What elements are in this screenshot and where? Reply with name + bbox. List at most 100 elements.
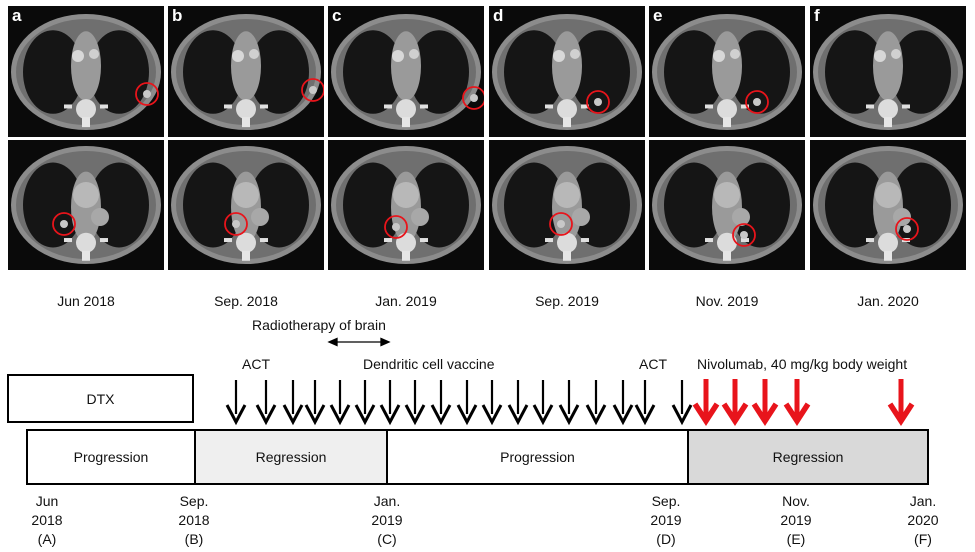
radiotherapy-label: Radiotherapy of brain bbox=[252, 317, 386, 333]
act-label-1: ACT bbox=[242, 356, 270, 372]
nivolumab-label: Nivolumab, 40 mg/kg body weight bbox=[697, 356, 908, 372]
axis-month: Sep. bbox=[651, 493, 681, 509]
lesion-nodule bbox=[232, 220, 240, 228]
lesion-circle-marker bbox=[52, 212, 76, 236]
axis-month: Jun bbox=[35, 493, 59, 509]
treatment-arrow-black bbox=[354, 380, 376, 426]
lesion-circle-marker bbox=[895, 217, 919, 241]
lesion-circle-marker bbox=[745, 90, 769, 114]
ct-scan-image bbox=[328, 6, 484, 270]
axis-year: 2018 bbox=[178, 512, 210, 528]
lesion-nodule bbox=[740, 231, 748, 239]
lesion-nodule bbox=[143, 90, 151, 98]
ct-lower-slice bbox=[331, 146, 481, 264]
lesion-circle-marker bbox=[135, 82, 159, 106]
ct-upper-slice bbox=[11, 14, 161, 130]
lesion-circle-marker bbox=[732, 223, 756, 247]
axis-month: Sep. bbox=[179, 493, 209, 509]
dtx-box: DTX bbox=[7, 374, 194, 423]
treatment-arrow-black bbox=[532, 380, 554, 426]
ct-panel-b: b bbox=[168, 6, 324, 270]
axis-label-c: Jan. 2019 (C) bbox=[357, 492, 417, 549]
ct-upper-slice bbox=[813, 14, 963, 130]
nivolumab-arrow-red bbox=[887, 379, 915, 427]
date-label-f: Jan. 2020 bbox=[857, 293, 919, 309]
axis-code: (B) bbox=[184, 531, 204, 547]
ct-panel-e: e bbox=[649, 6, 805, 270]
radiotherapy-double-arrow bbox=[327, 337, 391, 347]
date-label-b: Sep. 2018 bbox=[214, 293, 278, 309]
axis-code: (D) bbox=[656, 531, 676, 547]
treatment-arrow-black bbox=[507, 380, 529, 426]
panel-letter: a bbox=[12, 6, 22, 25]
phase-label: Regression bbox=[255, 449, 327, 465]
ct-lower-slice bbox=[492, 146, 642, 264]
ct-lower-slice bbox=[652, 146, 802, 264]
nivolumab-arrow-red bbox=[692, 379, 720, 427]
act-label-2: ACT bbox=[639, 356, 667, 372]
lesion-circle-marker bbox=[384, 215, 408, 239]
ct-panel-c: c bbox=[328, 6, 484, 270]
treatment-arrow-black bbox=[585, 380, 607, 426]
dtx-label: DTX bbox=[86, 390, 115, 407]
treatment-arrow-black bbox=[404, 380, 426, 426]
black-arrow-group bbox=[225, 380, 693, 426]
treatment-arrow-black bbox=[634, 380, 656, 426]
lesion-nodule bbox=[753, 98, 761, 106]
axis-label-f: Jan. 2020 (F) bbox=[893, 492, 953, 549]
nivolumab-arrow-red bbox=[751, 379, 779, 427]
panel-letter: c bbox=[332, 6, 342, 25]
treatment-arrow-black bbox=[329, 380, 351, 426]
axis-code: (A) bbox=[37, 531, 57, 547]
lesion-nodule bbox=[594, 98, 602, 106]
axis-code: (F) bbox=[914, 531, 932, 547]
phase-label: Regression bbox=[772, 449, 844, 465]
nivolumab-arrow-red bbox=[721, 379, 749, 427]
axis-label-e: Nov. 2019 (E) bbox=[766, 492, 826, 549]
phase-regression-1: Regression bbox=[194, 429, 388, 485]
ct-image-grid: a b c d e f bbox=[8, 6, 966, 286]
axis-code: (E) bbox=[786, 531, 806, 547]
ct-upper-slice bbox=[171, 14, 321, 130]
ct-upper-slice bbox=[652, 14, 802, 130]
date-label-d: Sep. 2019 bbox=[535, 293, 599, 309]
treatment-arrow-black bbox=[282, 380, 304, 426]
lesion-circle-marker bbox=[462, 86, 484, 110]
phase-label: Progression bbox=[500, 449, 575, 465]
ct-panel-d: d bbox=[489, 6, 645, 270]
lesion-nodule bbox=[309, 86, 317, 94]
panel-letter: d bbox=[493, 6, 504, 25]
ct-panel-a: a bbox=[8, 6, 164, 270]
ct-lower-slice bbox=[171, 146, 321, 264]
ct-upper-slice bbox=[331, 14, 481, 130]
ct-scan-image bbox=[810, 6, 966, 270]
treatment-arrow-black bbox=[255, 380, 277, 426]
treatment-arrow-black bbox=[612, 380, 634, 426]
axis-year: 2019 bbox=[650, 512, 682, 528]
treatment-arrow-black bbox=[430, 380, 452, 426]
axis-month: Nov. bbox=[782, 493, 810, 509]
panel-letter: f bbox=[814, 6, 820, 25]
axis-year: 2019 bbox=[371, 512, 403, 528]
phase-label: Progression bbox=[73, 449, 149, 465]
axis-month: Jan. bbox=[909, 493, 937, 509]
axis-year: 2019 bbox=[780, 512, 812, 528]
panel-letter: b bbox=[172, 6, 183, 25]
lesion-circle-marker bbox=[586, 90, 610, 114]
ct-scan-image bbox=[8, 6, 164, 270]
ct-scan-image bbox=[489, 6, 645, 270]
lesion-nodule bbox=[470, 94, 478, 102]
lesion-circle-marker bbox=[549, 212, 573, 236]
ct-panel-f: f bbox=[810, 6, 966, 270]
axis-month: Jan. bbox=[373, 493, 401, 509]
lesion-circle-marker bbox=[301, 78, 324, 102]
treatment-arrow-black bbox=[671, 380, 693, 426]
ct-upper-slice bbox=[492, 14, 642, 130]
treatment-arrow-black bbox=[379, 380, 401, 426]
red-arrow-group bbox=[692, 379, 915, 427]
axis-year: 2020 bbox=[907, 512, 939, 528]
lesion-nodule bbox=[392, 223, 400, 231]
axis-label-b: Sep. 2018 (B) bbox=[164, 492, 224, 549]
treatment-arrow-black bbox=[481, 380, 503, 426]
